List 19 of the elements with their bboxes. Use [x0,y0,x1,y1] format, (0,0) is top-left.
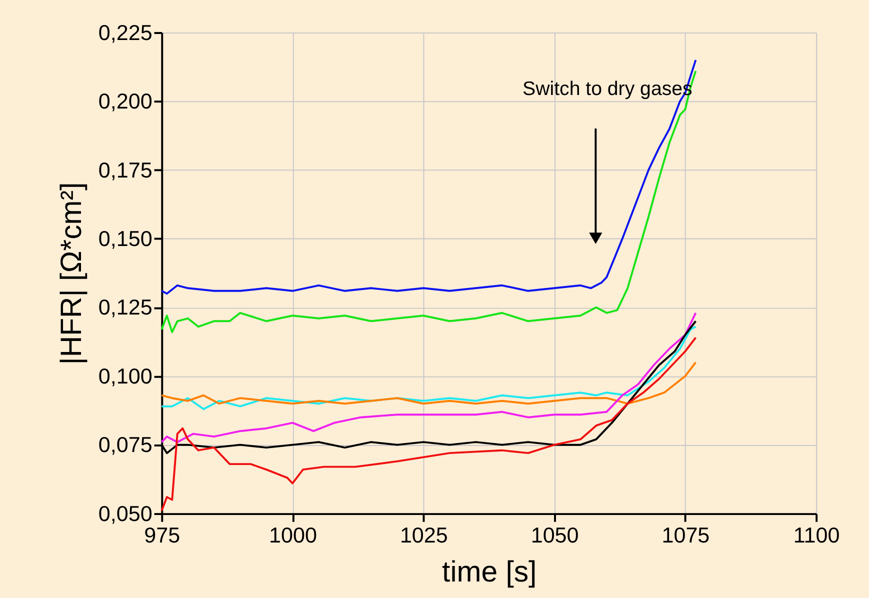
y-tick-label: 0,075 [98,432,152,458]
x-tick-label: 1050 [530,522,579,548]
y-tick-label: 0,150 [98,226,152,252]
x-tick-label: 1000 [269,522,318,548]
x-tick-label: 1025 [400,522,448,548]
y-axis-title: |HFR| [Ω*cm²] [54,182,88,365]
y-tick-label: 0,125 [98,294,152,320]
line-series [160,326,697,410]
line-series [160,59,697,295]
line-series [160,361,697,405]
y-tick-label: 0,225 [98,20,152,45]
line-series [160,70,697,334]
line-series [160,336,697,512]
y-tick-label: 0,200 [98,88,152,114]
x-tick-label: 1100 [793,522,840,548]
x-axis-title: time [s] [442,556,537,589]
y-tick-label: 0,175 [98,157,152,182]
y-tick-label: 0,100 [98,363,152,388]
x-tick-label: 1075 [662,522,710,548]
